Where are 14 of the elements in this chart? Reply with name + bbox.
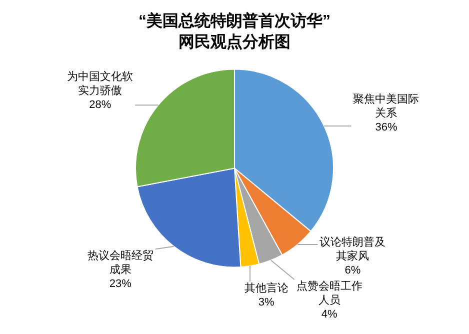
data-label: 6%: [344, 264, 361, 276]
data-label: 28%: [89, 99, 112, 112]
slice-label: 议论特朗普及其家风: [320, 235, 386, 262]
slice-label: 为中国文化软实力骄傲: [67, 70, 134, 98]
slice-label: 点赞会晤工作人员: [296, 279, 362, 306]
chart-title: “美国总统特朗普首次访华”: [138, 11, 330, 30]
slice-label: 其他言论: [244, 282, 288, 295]
data-label: 4%: [321, 308, 338, 320]
slice-label: 聚焦中美国际关系: [353, 92, 420, 120]
data-label: 23%: [109, 278, 132, 290]
data-label: 36%: [375, 121, 398, 134]
data-label: 3%: [258, 296, 274, 309]
slice-label: 热议会晤经贸成果: [87, 249, 154, 276]
chart-subtitle: 网民观点分析图: [178, 33, 290, 52]
